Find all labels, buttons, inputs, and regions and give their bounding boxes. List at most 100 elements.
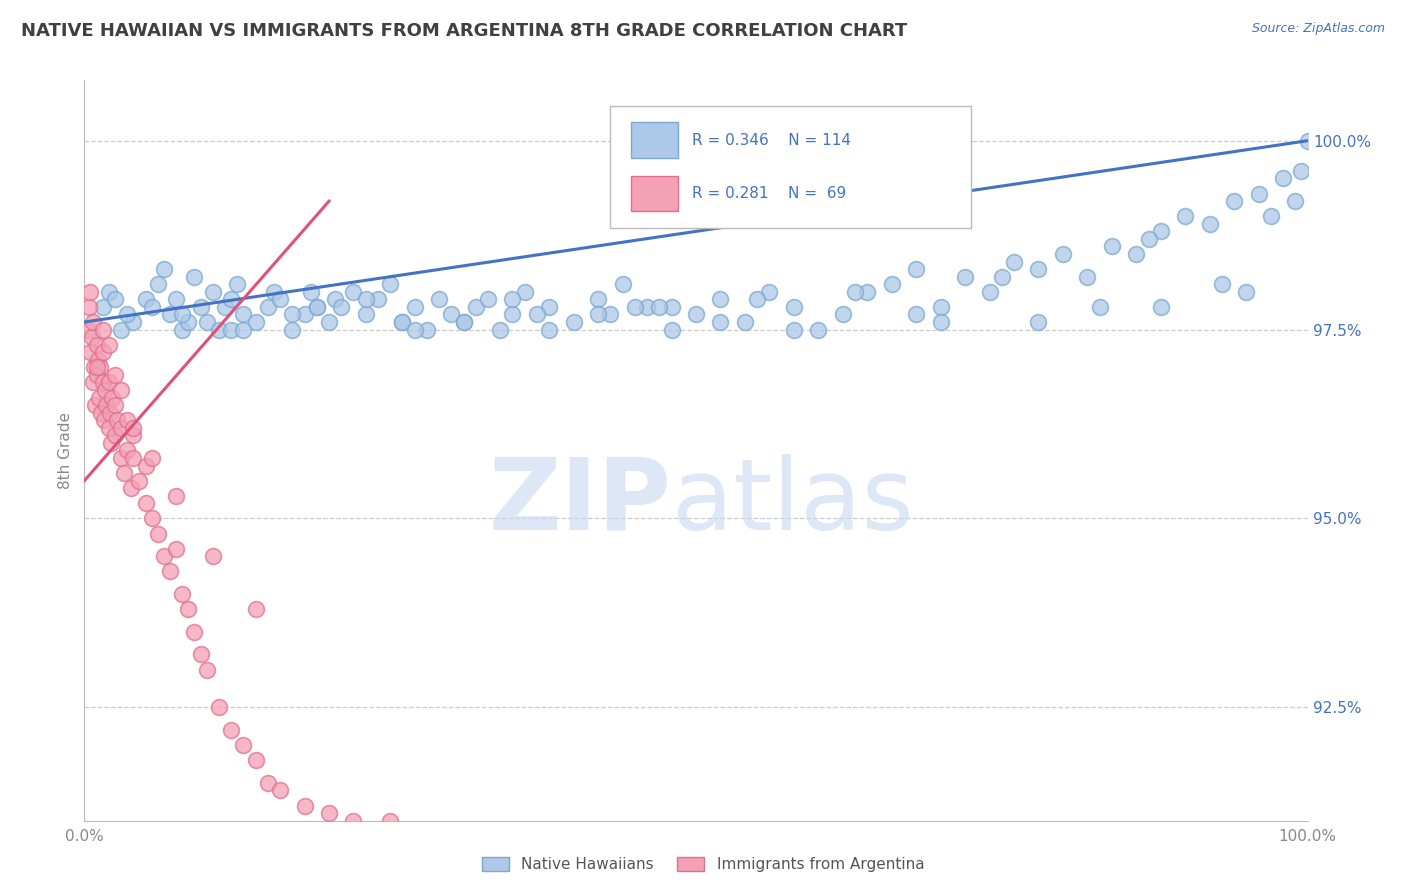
Point xyxy=(1247,186,1270,201)
Point xyxy=(120,481,142,495)
Point xyxy=(115,413,138,427)
Point xyxy=(122,315,145,329)
Point xyxy=(1150,300,1173,314)
Point xyxy=(489,322,512,336)
Point xyxy=(1052,247,1074,261)
Point xyxy=(599,308,621,322)
Point xyxy=(294,308,316,322)
Point xyxy=(380,277,402,292)
Point xyxy=(122,421,145,435)
Point xyxy=(305,300,328,314)
Point xyxy=(91,322,114,336)
Point xyxy=(98,406,121,420)
Point xyxy=(636,300,658,314)
Point xyxy=(115,443,138,458)
Point xyxy=(1028,262,1050,277)
Point xyxy=(342,285,364,299)
Point xyxy=(305,300,328,314)
Point xyxy=(122,450,145,465)
Point xyxy=(831,308,853,322)
Point xyxy=(165,541,187,556)
Point xyxy=(77,322,100,336)
Point xyxy=(391,315,413,329)
Point xyxy=(97,376,120,390)
Point xyxy=(110,450,132,465)
Y-axis label: 8th Grade: 8th Grade xyxy=(58,412,73,489)
Point xyxy=(90,406,112,420)
Point xyxy=(159,308,181,322)
Point xyxy=(513,285,536,299)
Point xyxy=(245,602,267,616)
Point xyxy=(464,300,486,314)
Point xyxy=(146,526,169,541)
Point xyxy=(844,285,866,299)
Point xyxy=(612,277,634,292)
Point xyxy=(96,398,118,412)
Point xyxy=(94,383,117,397)
Point xyxy=(84,398,107,412)
Point xyxy=(953,269,976,284)
Point xyxy=(82,376,104,390)
Point xyxy=(219,293,242,307)
Point xyxy=(87,391,110,405)
Point xyxy=(354,308,377,322)
Point xyxy=(208,700,231,714)
Point xyxy=(232,738,254,752)
Text: NATIVE HAWAIIAN VS IMMIGRANTS FROM ARGENTINA 8TH GRADE CORRELATION CHART: NATIVE HAWAIIAN VS IMMIGRANTS FROM ARGEN… xyxy=(21,22,907,40)
Point xyxy=(661,322,683,336)
FancyBboxPatch shape xyxy=(610,106,972,228)
Point xyxy=(1211,277,1233,292)
Point xyxy=(929,315,952,329)
Point xyxy=(97,421,120,435)
Point xyxy=(905,262,928,277)
Point xyxy=(86,337,108,351)
Point xyxy=(1296,134,1319,148)
Point xyxy=(562,315,585,329)
Point xyxy=(190,648,212,662)
Point xyxy=(502,293,524,307)
Point xyxy=(526,308,548,322)
Point xyxy=(141,300,163,314)
Point xyxy=(538,322,561,336)
Point xyxy=(110,383,132,397)
Point xyxy=(195,663,218,677)
Point xyxy=(232,308,254,322)
Point xyxy=(367,293,389,307)
Point xyxy=(165,489,187,503)
FancyBboxPatch shape xyxy=(631,176,678,211)
Point xyxy=(1174,209,1197,223)
Point xyxy=(122,428,145,442)
Point xyxy=(141,450,163,465)
Point xyxy=(1028,315,1050,329)
Point xyxy=(1125,247,1147,261)
Point xyxy=(104,398,127,412)
Point xyxy=(1076,269,1098,284)
Point xyxy=(269,293,291,307)
Point xyxy=(391,315,413,329)
Point xyxy=(128,474,150,488)
Point xyxy=(105,413,128,427)
Point xyxy=(86,368,108,382)
Point xyxy=(440,308,463,322)
Point xyxy=(281,322,304,336)
Point xyxy=(153,262,176,277)
Point xyxy=(299,285,322,299)
Point xyxy=(91,300,114,314)
Point xyxy=(82,315,104,329)
Point xyxy=(416,322,439,336)
Point xyxy=(104,293,127,307)
Point xyxy=(709,293,731,307)
Point xyxy=(177,315,200,329)
Point xyxy=(183,269,205,284)
Point xyxy=(101,391,124,405)
Point xyxy=(1236,285,1258,299)
Point xyxy=(734,315,756,329)
Point xyxy=(502,308,524,322)
Point xyxy=(342,814,364,828)
Point xyxy=(1291,164,1313,178)
Point xyxy=(79,345,101,359)
Point xyxy=(214,300,236,314)
Point xyxy=(404,300,426,314)
Point xyxy=(159,565,181,579)
Point xyxy=(115,308,138,322)
